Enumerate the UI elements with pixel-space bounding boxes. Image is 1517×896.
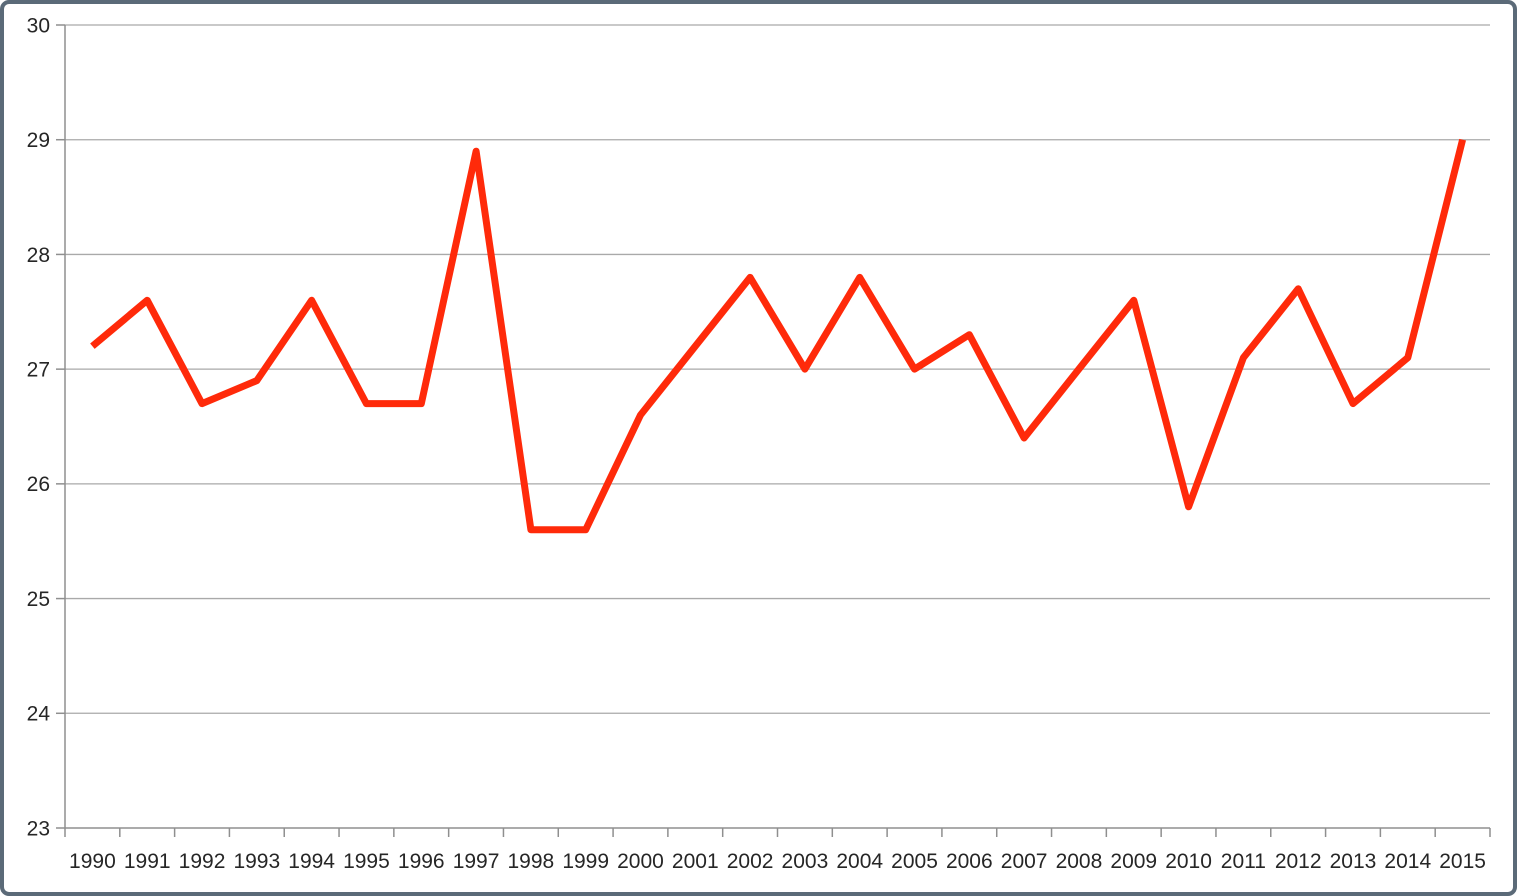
x-axis-label: 2005 — [891, 850, 938, 873]
x-axis-label: 1993 — [233, 850, 280, 873]
x-axis-label: 1995 — [343, 850, 390, 873]
x-axis-label: 2000 — [617, 850, 664, 873]
x-axis-label: 2011 — [1221, 850, 1266, 873]
x-axis-label: 2006 — [946, 850, 993, 873]
y-axis-label: 25 — [27, 588, 50, 611]
x-axis-label: 2015 — [1439, 850, 1486, 873]
x-axis-label: 1994 — [288, 850, 335, 873]
x-axis-label: 1992 — [179, 850, 226, 873]
x-axis-label: 2014 — [1384, 850, 1431, 873]
x-axis-label: 2010 — [1165, 850, 1212, 873]
x-axis-label: 2013 — [1330, 850, 1377, 873]
x-axis-label: 2012 — [1275, 850, 1322, 873]
data-series-line — [90, 138, 1466, 534]
y-axis-label: 26 — [27, 473, 50, 496]
x-axis-label: 2003 — [782, 850, 829, 873]
y-axis-label: 24 — [27, 703, 51, 726]
x-axis-label: 1990 — [69, 850, 116, 873]
x-axis-label: 1998 — [508, 850, 555, 873]
x-axis-label: 2001 — [672, 850, 719, 873]
x-axis-label: 2004 — [836, 850, 883, 873]
x-axis-label: 1997 — [453, 850, 500, 873]
x-axis-label: 2002 — [727, 850, 774, 873]
x-axis-label: 1991 — [124, 850, 171, 873]
x-axis-label: 2008 — [1056, 850, 1103, 873]
x-axis-label: 2009 — [1110, 850, 1157, 873]
y-axis-label: 27 — [27, 358, 50, 381]
x-axis-label: 1999 — [562, 850, 609, 873]
x-axis-label: 1996 — [398, 850, 445, 873]
y-axis-label: 30 — [27, 14, 50, 37]
y-axis-label: 29 — [27, 129, 50, 152]
y-axis-label: 23 — [27, 817, 50, 840]
x-axis-label: 2007 — [1001, 850, 1048, 873]
y-axis-label: 28 — [27, 244, 50, 267]
